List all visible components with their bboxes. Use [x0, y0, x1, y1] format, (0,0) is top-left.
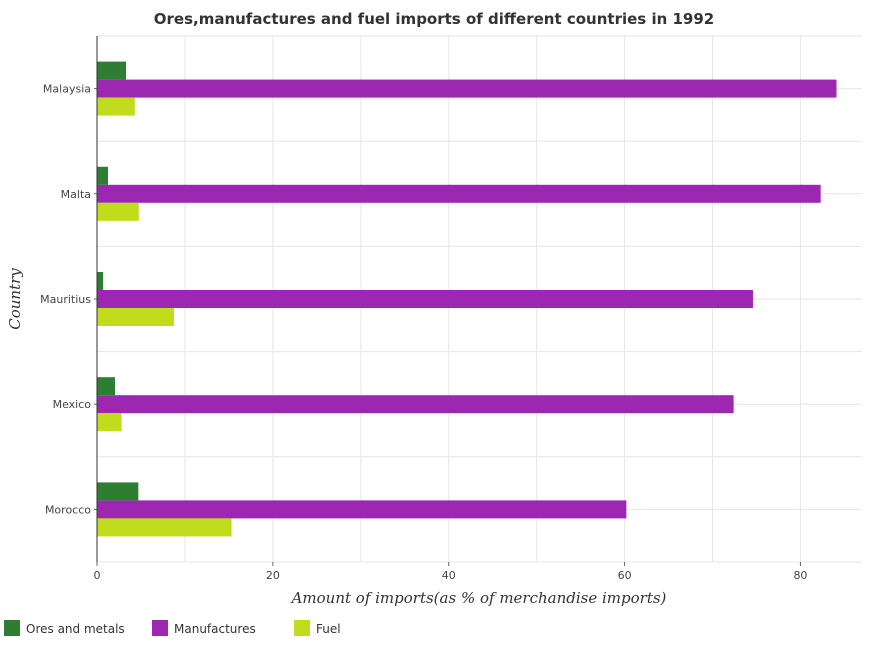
x-tick-label: 80 — [793, 569, 807, 582]
x-axis-title: Amount of imports(as % of merchandise im… — [290, 589, 667, 607]
bar-ores-and-metals-malta — [97, 166, 108, 185]
bar-fuel-malaysia — [97, 97, 135, 116]
bar-manufactures-mauritius — [97, 290, 753, 308]
bar-manufactures-mexico — [97, 395, 734, 414]
legend-label: Fuel — [316, 622, 341, 636]
bar-manufactures-malta — [97, 184, 821, 203]
legend-label: Ores and metals — [26, 622, 125, 636]
y-axis-ticks: Malaysia Malta Mauritius Mexico Morocco — [40, 36, 98, 562]
legend-label: Manufactures — [174, 622, 256, 636]
x-tick-label: 20 — [266, 569, 280, 582]
y-tick-label: Malaysia — [43, 83, 91, 96]
y-tick-label: Malta — [61, 188, 91, 201]
x-tick-label: 60 — [618, 569, 632, 582]
legend-swatch — [152, 620, 168, 636]
bar-manufactures-morocco — [97, 500, 627, 519]
bar-fuel-mexico — [97, 413, 122, 432]
bar-ores-and-metals-morocco — [97, 482, 139, 501]
legend-swatch — [4, 620, 20, 636]
legend-swatch — [294, 620, 310, 636]
bar-ores-and-metals-malaysia — [97, 61, 127, 80]
y-tick-label: Mauritius — [40, 293, 91, 306]
bar-ores-and-metals-mexico — [97, 377, 116, 396]
bar-fuel-mauritius — [97, 308, 174, 326]
bars — [97, 61, 837, 537]
bar-fuel-morocco — [97, 518, 232, 537]
legend: Ores and metals Manufactures Fuel — [4, 620, 341, 636]
y-tick-label: Mexico — [53, 398, 92, 411]
chart-title: Ores,manufactures and fuel imports of di… — [154, 10, 714, 28]
y-tick-label: Morocco — [45, 503, 91, 516]
x-axis-ticks: 0 20 40 60 80 — [94, 562, 807, 582]
bar-manufactures-malaysia — [97, 79, 837, 98]
y-axis-title: Country — [6, 268, 24, 330]
x-tick-label: 0 — [94, 569, 101, 582]
bar-fuel-malta — [97, 202, 139, 221]
x-tick-label: 40 — [442, 569, 456, 582]
bar-ores-and-metals-mauritius — [97, 272, 104, 290]
